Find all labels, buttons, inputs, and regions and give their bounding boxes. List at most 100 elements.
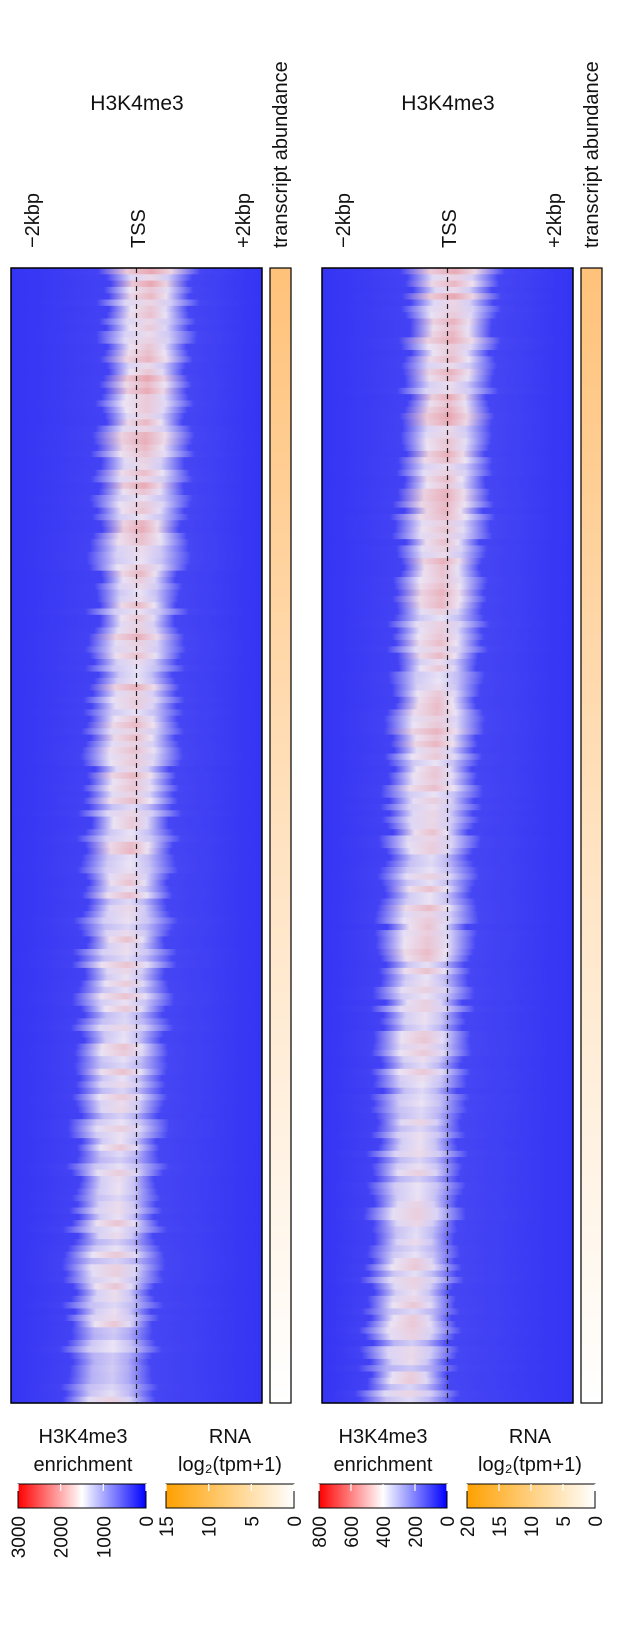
heatmap-row	[322, 1018, 573, 1026]
heatmap-row	[11, 677, 262, 685]
heatmap-row	[11, 873, 262, 881]
heatmap-row	[11, 614, 262, 622]
heatmap-row	[322, 324, 573, 332]
panel-1-legend-title-2: enrichment	[34, 1454, 133, 1476]
heatmap-row	[11, 936, 262, 944]
heatmap-row	[322, 1037, 573, 1045]
heatmap-row	[11, 368, 262, 376]
heatmap-row	[11, 993, 262, 1001]
heatmap-row	[11, 1106, 262, 1114]
heatmap-row	[11, 324, 262, 332]
heatmap-row	[11, 1245, 262, 1253]
panel-2-title: H3K4me3	[401, 92, 494, 115]
heatmap-row	[11, 318, 262, 326]
heatmap-row	[322, 911, 573, 919]
heatmap-row	[322, 1182, 573, 1190]
heatmap-row	[11, 381, 262, 389]
panel-1-rna-legend-title-2: log₂(tpm+1)	[178, 1454, 282, 1476]
panel-2-tick-plus2kbp: +2kbp	[544, 193, 566, 248]
panel-2-enrichment-ticks: 800 600 400 200 0	[310, 1484, 459, 1548]
heatmap-row	[322, 1289, 573, 1297]
heatmap-row	[322, 1119, 573, 1127]
heatmap-row	[11, 766, 262, 774]
panel-2-legend-title-2: enrichment	[334, 1454, 433, 1476]
heatmap-row	[322, 305, 573, 313]
heatmap-row	[322, 1396, 573, 1404]
heatmap-row	[11, 1169, 262, 1177]
heatmap-row	[11, 803, 262, 811]
heatmap-row	[322, 614, 573, 622]
heatmap-row	[322, 1207, 573, 1215]
heatmap-row	[11, 974, 262, 982]
heatmap-row	[322, 747, 573, 755]
heatmap-row	[11, 1182, 262, 1190]
heatmap-row	[322, 1188, 573, 1196]
heatmap-row	[11, 406, 262, 414]
heatmap-row	[322, 425, 573, 433]
heatmap-row	[11, 576, 262, 584]
heatmap-row	[11, 955, 262, 963]
heatmap-row	[322, 785, 573, 792]
heatmap-row	[322, 1056, 573, 1064]
legend-tick-label: 10	[522, 1516, 543, 1537]
heatmap-row	[322, 299, 573, 307]
heatmap-row	[322, 684, 573, 692]
panel-1-tick-tss: TSS	[128, 209, 150, 248]
heatmap-row	[322, 1245, 573, 1253]
heatmap-row	[322, 873, 573, 881]
heatmap-row	[322, 1169, 573, 1177]
heatmap-row	[322, 677, 573, 685]
heatmap-row	[11, 1251, 262, 1259]
heatmap-row	[11, 595, 262, 603]
legend-tick-label: 0	[438, 1516, 459, 1527]
heatmap-row	[322, 621, 573, 629]
heatmap-row	[11, 362, 262, 370]
legend-tick-label: 2000	[52, 1516, 73, 1558]
panel-2-rna-strip	[580, 267, 603, 1404]
panel-2-rna-strip-label: transcript abundance	[581, 61, 603, 248]
heatmap-row	[322, 362, 573, 370]
heatmap-row	[11, 1056, 262, 1064]
heatmap-row	[322, 406, 573, 414]
panel-2: H3K4me3 −2kbp TSS +2kbp transcript abund…	[310, 61, 607, 1548]
panel-2-rna-legend-title-2: log₂(tpm+1)	[478, 1454, 582, 1476]
legend-tick-label: 5	[242, 1516, 263, 1527]
heatmap-row	[322, 1232, 573, 1240]
heatmap-row	[322, 892, 573, 900]
panel-1-rna-strip	[269, 267, 292, 1404]
heatmap-row	[11, 425, 262, 433]
heatmap-row	[11, 495, 262, 502]
heatmap-row	[322, 936, 573, 944]
heatmap-row	[11, 1232, 262, 1240]
heatmap-row	[322, 513, 573, 521]
heatmap-row	[11, 1100, 262, 1108]
heatmap-row	[322, 318, 573, 326]
heatmap-row	[11, 1037, 262, 1045]
legend-tick-label: 0	[586, 1516, 607, 1527]
legend-tick-label: 15	[490, 1516, 511, 1537]
heatmap-row	[11, 999, 262, 1007]
heatmap-row	[322, 955, 573, 963]
panel-2-rna-legend-title-1: RNA	[509, 1426, 552, 1448]
heatmap-row	[322, 595, 573, 603]
heatmap-row	[11, 450, 262, 458]
heatmap-row	[11, 1352, 262, 1360]
legend-tick-label: 800	[310, 1516, 331, 1548]
panel-1: H3K4me3 −2kbp TSS +2kbp transcript abund…	[9, 61, 306, 1558]
heatmap-row	[322, 1358, 573, 1366]
heatmap-row	[322, 1270, 573, 1278]
heatmap-row	[11, 299, 262, 307]
heatmap-row	[11, 1226, 262, 1234]
heatmap-row	[322, 558, 573, 565]
heatmap-row	[11, 1308, 262, 1316]
heatmap-row	[322, 532, 573, 540]
heatmap-row	[11, 343, 262, 351]
heatmap-row	[11, 1125, 262, 1133]
heatmap-row	[322, 1100, 573, 1108]
heatmap-row	[11, 1119, 262, 1127]
heatmap-row	[11, 1295, 262, 1303]
heatmap-row	[322, 1163, 573, 1171]
heatmap-row	[322, 1062, 573, 1070]
panel-1-heatmap-frame	[10, 267, 263, 1404]
